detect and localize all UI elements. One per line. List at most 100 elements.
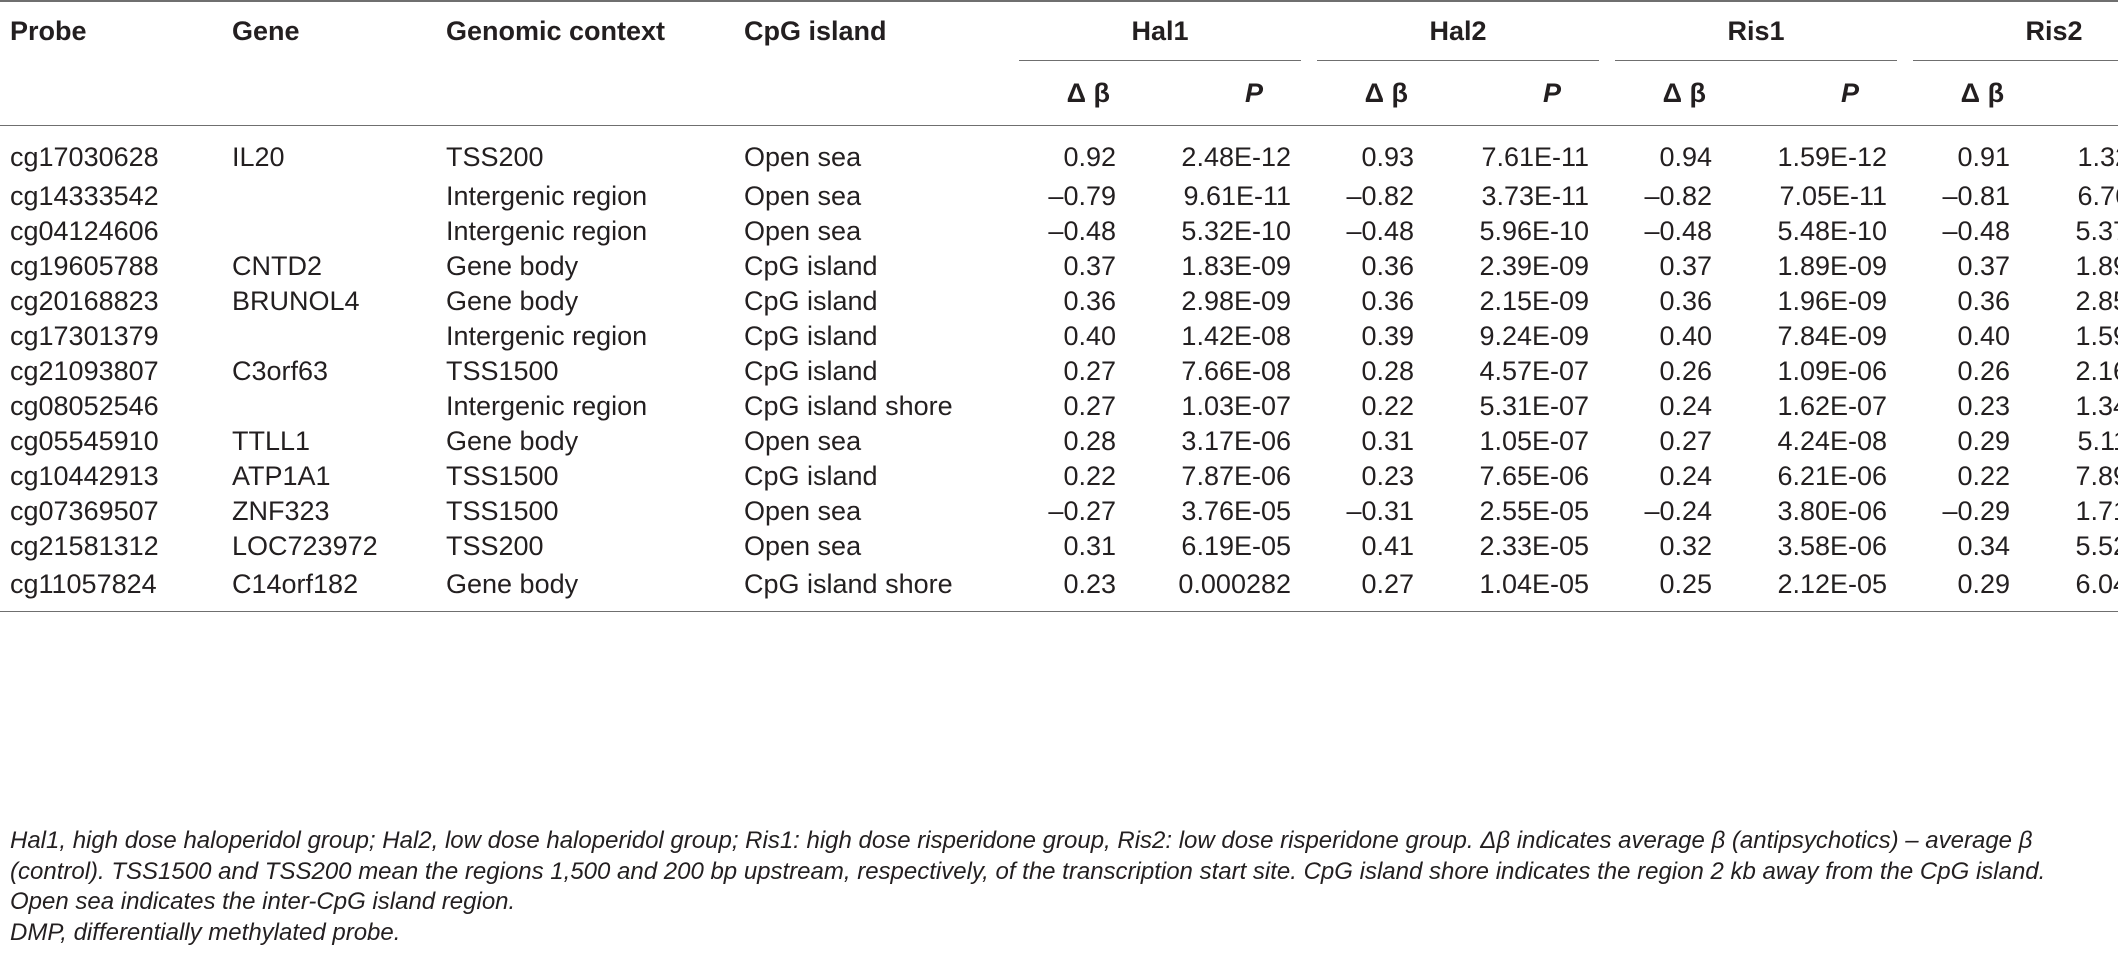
cell-gap (1599, 424, 1615, 459)
header-group-hal1: Hal1 (1019, 0, 1302, 61)
cell-gap (1301, 529, 1317, 564)
cell-gap (1897, 424, 1913, 459)
cell-hal2-delta-beta: 0.28 (1361, 356, 1415, 386)
cell-ris1-p: 3.80E-06 (1777, 496, 1888, 526)
table-row: cg05545910 TTLL1 Gene body Open sea 0.28… (0, 424, 2118, 459)
cell-gap (1897, 564, 1914, 612)
cell-ris1-p: 1.89E-09 (1777, 251, 1888, 281)
cell-gap (1599, 249, 1615, 284)
cell-gap (1301, 284, 1317, 319)
cell-context: Intergenic region (446, 216, 648, 246)
cell-hal1-p: 1.42E-08 (1181, 321, 1292, 351)
cell-hal2-p: 1.04E-05 (1426, 564, 1600, 612)
cell-context: Intergenic region (446, 391, 648, 421)
cell-hal2-delta-beta: 0.36 (1361, 251, 1415, 281)
cell-gene: BRUNOL4 (232, 286, 360, 316)
cell-context: Gene body (446, 426, 579, 456)
cell-ris1-delta-beta: 0.26 (1659, 356, 1713, 386)
cell-hal2-delta-beta: 0.22 (1361, 391, 1415, 421)
header-blank (734, 60, 1019, 126)
cell-ris1-p: 1.59E-12 (1777, 142, 1888, 172)
cell-hal2-p: 7.61E-11 (1481, 142, 1590, 172)
cell-ris1-delta-beta: –0.82 (1644, 181, 1713, 211)
cell-ris2-delta-beta: 0.91 (1957, 142, 2011, 172)
cell-ris2-p: 2.16E-07 (2075, 356, 2118, 386)
cell-ris2-p: 1.32E-11 (2077, 142, 2118, 172)
cell-ris2-delta-beta: 0.34 (1957, 531, 2011, 561)
header-cpg-island: CpG island (734, 0, 1019, 61)
cell-ris1-delta-beta: 0.32 (1659, 531, 1713, 561)
cell-ris1-delta-beta: 0.37 (1659, 251, 1713, 281)
cell-ris2-delta-beta: –0.29 (1942, 496, 2011, 526)
cell-ris2-p: 1.59E-08 (2075, 321, 2118, 351)
cell-hal2-delta-beta: –0.48 (1346, 216, 1415, 246)
cell-probe: cg10442913 (10, 461, 159, 491)
cell-gap (1599, 529, 1615, 564)
cell-ris1-p: 2.12E-05 (1724, 564, 1898, 612)
cell-hal1-p: 5.32E-10 (1181, 216, 1292, 246)
cell-cpg: CpG island shore (734, 564, 1019, 612)
cell-probe: cg11057824 (0, 564, 222, 612)
cell-ris2-delta-beta: 0.29 (1957, 426, 2011, 456)
cell-cpg: CpG island (744, 286, 878, 316)
cell-hal1-delta-beta: –0.48 (1048, 216, 1116, 246)
cell-gap (1897, 126, 1913, 180)
cell-gap (1897, 389, 1913, 424)
cell-probe: cg17301379 (10, 321, 159, 351)
cell-probe: cg04124606 (10, 216, 159, 246)
cell-gap (1599, 214, 1615, 249)
cell-gap (1897, 284, 1913, 319)
cell-gap (1301, 319, 1317, 354)
cell-hal2-p: 3.73E-11 (1481, 181, 1590, 211)
cell-ris2-p: 1.34E-07 (2075, 391, 2118, 421)
cell-gene: LOC723972 (232, 531, 378, 561)
cell-cpg: Open sea (744, 531, 862, 561)
cell-ris1-delta-beta: 0.27 (1659, 426, 1713, 456)
cell-hal1-p: 9.61E-11 (1183, 181, 1292, 211)
table-row: cg11057824 C14orf182 Gene body CpG islan… (0, 564, 2118, 612)
cell-probe: cg05545910 (10, 426, 159, 456)
cell-ris1-delta-beta: 0.24 (1659, 461, 1713, 491)
cell-gap (1599, 389, 1615, 424)
table-row: cg19605788 CNTD2 Gene body CpG island 0.… (0, 249, 2118, 284)
dmp-table: Probe Gene Genomic context CpG island Ha… (0, 0, 2118, 612)
header-blank (0, 60, 222, 126)
table-row: cg14333542 Intergenic region Open sea –0… (0, 179, 2118, 214)
cell-ris2-delta-beta: 0.22 (1957, 461, 2011, 491)
header-genomic-context: Genomic context (436, 0, 734, 61)
cell-gap (1301, 389, 1317, 424)
cell-hal2-delta-beta: –0.31 (1346, 496, 1415, 526)
cell-probe: cg19605788 (10, 251, 159, 281)
cell-gap (1301, 424, 1317, 459)
header-gap (1599, 60, 1616, 126)
cell-gene (222, 319, 436, 354)
cell-ris1-p: 7.84E-09 (1777, 321, 1888, 351)
cell-gap (1301, 126, 1317, 180)
cell-hal2-delta-beta: 0.23 (1361, 461, 1415, 491)
cell-hal1-p: 1.83E-09 (1181, 251, 1292, 281)
cell-gap (1301, 179, 1317, 214)
cell-hal2-delta-beta: 0.36 (1361, 286, 1415, 316)
cell-hal1-p: 2.48E-12 (1181, 142, 1292, 172)
cell-ris1-p: 1.09E-06 (1777, 356, 1888, 386)
cell-ris1-delta-beta: –0.48 (1644, 216, 1713, 246)
cell-ris2-p: 5.11E-05 (2077, 426, 2118, 456)
header-blank (222, 60, 436, 126)
header-delta-beta: Δ β (1317, 60, 1427, 126)
cell-ris1-p: 1.62E-07 (1777, 391, 1888, 421)
cell-hal2-p: 2.39E-09 (1479, 251, 1590, 281)
cell-gene (222, 389, 436, 424)
cell-hal1-delta-beta: 0.37 (1063, 251, 1116, 281)
cell-gap (1599, 354, 1615, 389)
cell-gene: ATP1A1 (232, 461, 331, 491)
header-p-value: P (1426, 60, 1600, 126)
cell-gap (1301, 354, 1317, 389)
cell-gap (1599, 126, 1615, 180)
cell-hal1-delta-beta: –0.27 (1048, 496, 1116, 526)
header-group-ris1: Ris1 (1615, 0, 1898, 61)
cell-hal1-delta-beta: 0.27 (1063, 356, 1116, 386)
cell-hal1-p: 0.000282 (1128, 564, 1302, 612)
cell-ris2-p: 1.71E-07 (2075, 496, 2118, 526)
header-p-value: P (1128, 60, 1302, 126)
cell-ris2-p: 1.89E-09 (2075, 251, 2118, 281)
